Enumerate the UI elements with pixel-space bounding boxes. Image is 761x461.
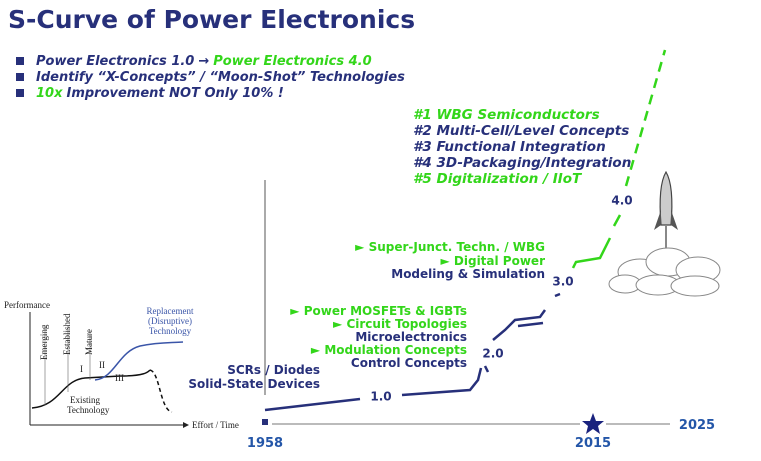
phase-label: Mature xyxy=(84,329,94,355)
curve-segment xyxy=(554,292,561,298)
milestone: Microelectronics xyxy=(355,330,467,344)
existing-curve xyxy=(31,369,151,409)
existing-label: Existing xyxy=(70,395,101,405)
bullet-text: 10x Improvement NOT Only 10% ! xyxy=(36,86,284,101)
existing-decline xyxy=(149,369,173,413)
curve-segment xyxy=(624,49,667,187)
replacement-curve xyxy=(94,341,184,381)
curve-segment xyxy=(483,365,490,373)
region-label: II xyxy=(99,360,105,370)
goal: #2 Multi-Cell/Level Concepts xyxy=(413,123,629,139)
region-label: I xyxy=(80,364,83,374)
bullet-part: Improvement NOT Only 10% ! xyxy=(66,86,283,101)
clouds xyxy=(608,247,721,297)
milestone: Control Concepts xyxy=(351,356,467,370)
bullet-text: Power Electronics 1.0 → Power Electronics … xyxy=(36,54,372,69)
timeline-star xyxy=(582,413,604,434)
phase-label: Established xyxy=(62,313,72,355)
bullet-list: Power Electronics 1.0 → Power Electronics … xyxy=(16,54,405,101)
stage-label: 3.0 xyxy=(552,275,573,289)
bullet xyxy=(16,73,24,81)
replacement-label: Technology xyxy=(149,326,192,336)
stage-label: 4.0 xyxy=(611,194,632,208)
milestone: ► Super-Junct. Techn. / WBG xyxy=(355,240,545,254)
s-curve xyxy=(264,49,667,412)
year-label: 1958 xyxy=(247,436,283,451)
bullet-part: Power Electronics 1.0 xyxy=(36,54,194,69)
curve-segment xyxy=(571,237,612,269)
replacement-label: (Disruptive) xyxy=(148,316,192,326)
curve-segment xyxy=(612,214,622,227)
rocket-body xyxy=(659,170,673,226)
timeline-start xyxy=(262,419,268,425)
inset-diagram: Performance Effort / Time Emerging Estab… xyxy=(4,300,239,430)
curve-segment xyxy=(401,367,483,397)
timeline: 1958 2015 2025 xyxy=(247,413,715,451)
bullet xyxy=(16,57,24,65)
goal-list: #1 WBG Semiconductors #2 Multi-Cell/Leve… xyxy=(413,107,631,187)
region-label: III xyxy=(115,373,124,383)
existing-label: Technology xyxy=(67,405,110,415)
milestone: ► Circuit Topologies xyxy=(333,317,467,331)
bullet xyxy=(16,89,24,97)
slide-title: S-Curve of Power Electronics xyxy=(8,5,415,34)
stage-label: 2.0 xyxy=(482,347,503,361)
year-label: 2025 xyxy=(679,418,715,433)
bullet-text: Identify “X-Concepts” / “Moon-Shot” Tech… xyxy=(36,70,405,85)
milestone: Solid-State Devices xyxy=(188,377,320,391)
milestone: ► Modulation Concepts xyxy=(311,343,467,357)
milestones: SCRs / Diodes Solid-State Devices ► Powe… xyxy=(188,240,545,391)
stage-label: 1.0 xyxy=(370,390,391,404)
bullet-part: → xyxy=(198,54,209,69)
curve-segment xyxy=(264,397,361,412)
inset-arrow xyxy=(183,422,189,428)
goal: #4 3D-Packaging/Integration xyxy=(413,155,631,171)
phase-label: Emerging xyxy=(39,324,49,360)
rocket-fins xyxy=(654,210,678,230)
goal: #1 WBG Semiconductors xyxy=(413,107,600,123)
replacement-label: Replacement xyxy=(147,306,194,316)
year-label: 2015 xyxy=(575,436,611,451)
phase-lines xyxy=(44,325,91,405)
milestone: Modeling & Simulation xyxy=(391,267,545,281)
inset-label: Performance xyxy=(4,300,50,310)
bullet-part: Power Electronics 4.0 xyxy=(213,54,371,69)
curve-segment xyxy=(517,321,544,328)
milestone: SCRs / Diodes xyxy=(227,363,320,377)
rocket xyxy=(608,170,721,297)
goal: #3 Functional Integration xyxy=(413,139,606,155)
goal: #5 Digitalization / IIoT xyxy=(413,171,583,187)
curve-segment xyxy=(492,309,547,341)
bullet-part: 10x xyxy=(36,86,63,101)
inset-label: Effort / Time xyxy=(192,420,239,430)
milestone: ► Digital Power xyxy=(441,254,546,268)
milestone: ► Power MOSFETs & IGBTs xyxy=(290,304,467,318)
